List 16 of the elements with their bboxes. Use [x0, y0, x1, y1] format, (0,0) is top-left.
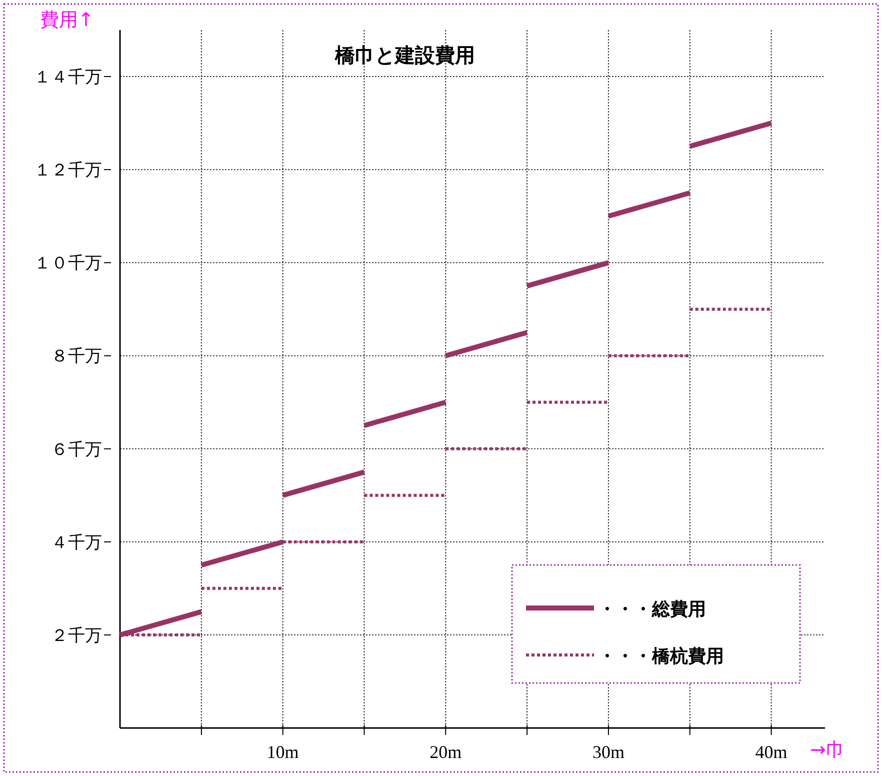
- text: 橋巾と建設費用: [334, 43, 475, 67]
- x-tick-label: 10m: [266, 742, 299, 762]
- x-axis-title: →巾: [810, 739, 845, 761]
- y-tick-label: １０千万: [34, 254, 102, 274]
- x-tick-label: 30m: [592, 742, 624, 762]
- legend-label: ・・・橋杭費用: [598, 646, 724, 667]
- y-axis-title: 費用↑: [40, 9, 94, 31]
- y-tick-label: １４千万: [34, 68, 102, 88]
- y-tick-label: ２千万: [51, 626, 102, 646]
- y-tick-label: ４千万: [51, 532, 102, 553]
- x-tick-label: 40m: [755, 742, 788, 762]
- y-tick-label: ６千万: [51, 440, 102, 460]
- x-tick-label: 20m: [430, 742, 462, 762]
- y-tick-label: ８千万: [51, 346, 102, 367]
- y-tick-label: １２千万: [34, 160, 102, 181]
- legend-label: ・・・総費用: [598, 599, 706, 620]
